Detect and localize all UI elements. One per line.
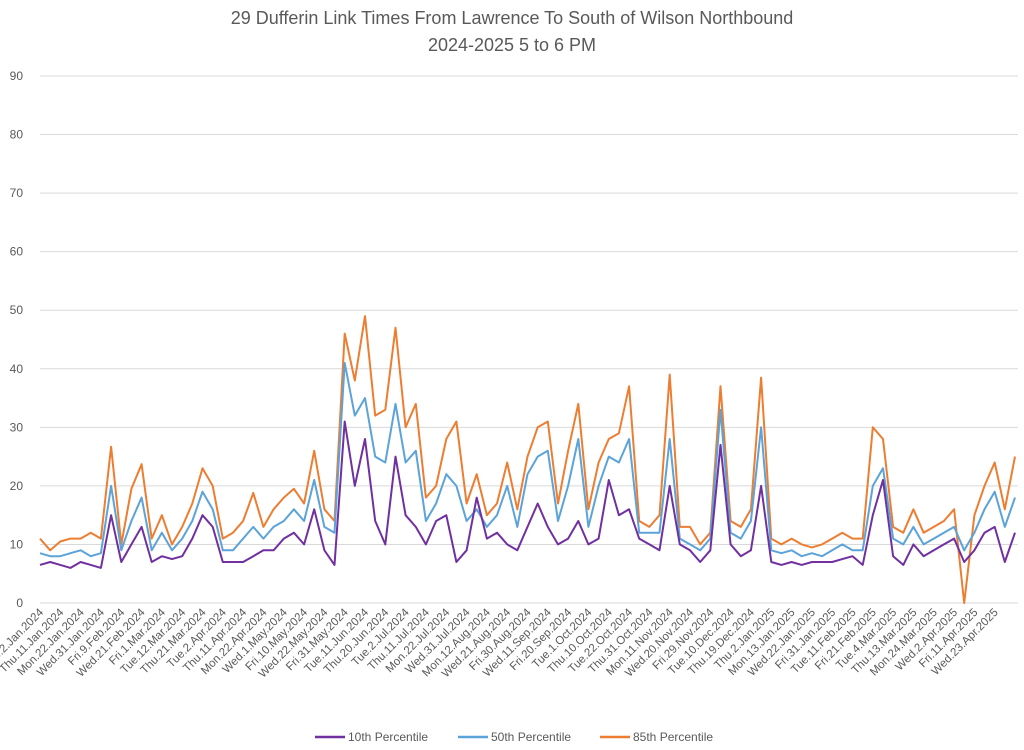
y-tick-label: 60: [10, 245, 24, 259]
legend-item: 10th Percentile: [315, 730, 428, 744]
legend-label: 85th Percentile: [633, 730, 713, 744]
y-tick-label: 30: [10, 420, 24, 434]
y-tick-label: 40: [10, 362, 24, 376]
series-line: [39, 361, 1016, 558]
legend-item: 85th Percentile: [600, 730, 713, 744]
legend-item: 50th Percentile: [458, 730, 571, 744]
y-tick-label: 10: [10, 537, 24, 551]
y-tick-label: 90: [10, 69, 24, 83]
y-tick-label: 50: [10, 303, 24, 317]
legend-label: 50th Percentile: [491, 730, 571, 744]
series-line: [39, 315, 1016, 604]
y-tick-label: 20: [10, 479, 24, 493]
legend-label: 10th Percentile: [348, 730, 428, 744]
series-line: [39, 420, 1016, 569]
y-tick-label: 80: [10, 128, 24, 142]
chart-subtitle: 2024-2025 5 to 6 PM: [428, 35, 596, 55]
y-tick-label: 70: [10, 186, 24, 200]
y-tick-label: 0: [16, 596, 23, 610]
chart-title: 29 Dufferin Link Times From Lawrence To …: [231, 8, 794, 28]
